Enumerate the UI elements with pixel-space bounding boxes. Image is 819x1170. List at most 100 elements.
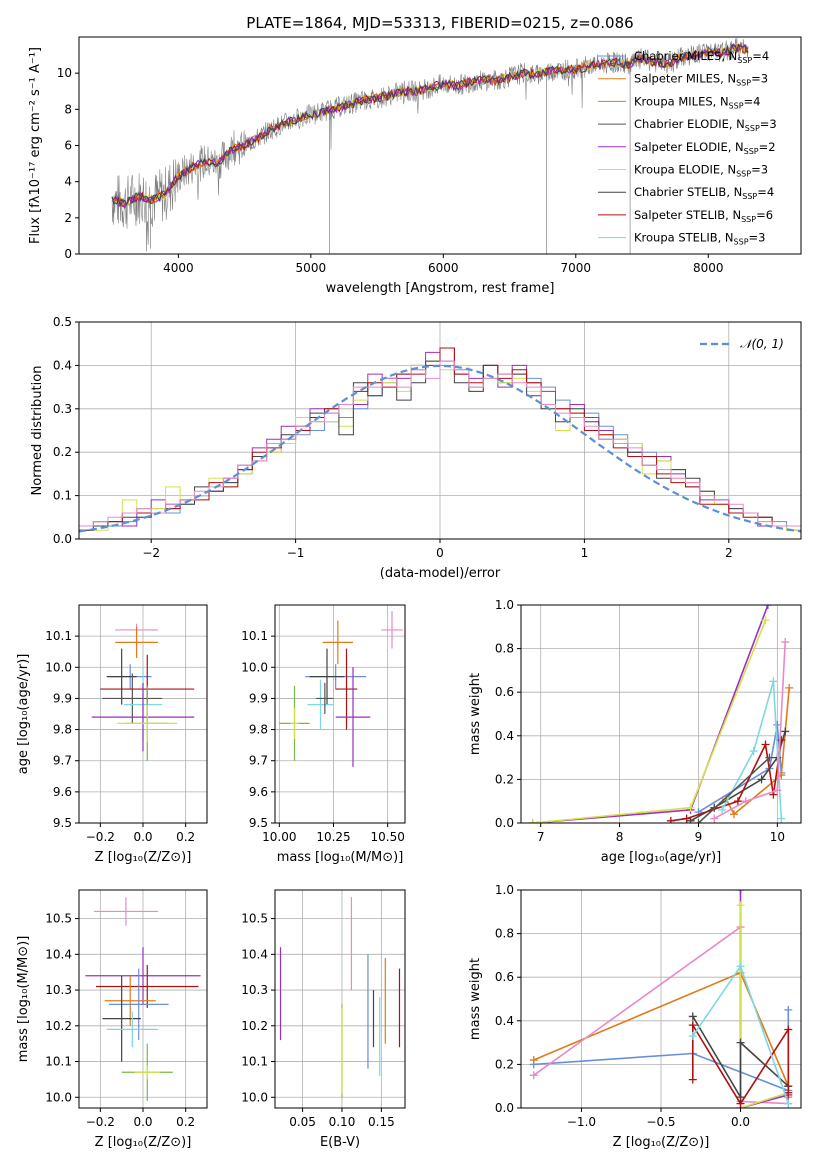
x-tick-label: 9: [695, 830, 703, 844]
y-tick-label: 0.2: [53, 445, 72, 459]
mass-weight-marker: [529, 1056, 538, 1065]
y-tick-label: 0.2: [495, 1057, 514, 1071]
mass-weight-marker: [761, 740, 770, 749]
mass-weight-marker: [769, 677, 778, 686]
x-tick-label: 0.15: [368, 1115, 395, 1129]
mass-weight-marker: [736, 962, 745, 971]
legend-tail: =4: [744, 94, 761, 108]
mass-weight-marker: [736, 1099, 745, 1108]
legend-subscript: SSP: [734, 238, 749, 247]
y-tick-label: 0.2: [495, 772, 514, 786]
y-tick-label: 0.6: [495, 970, 514, 984]
y-tick-label: 10.0: [45, 660, 72, 674]
mass-weight-marker: [773, 786, 782, 795]
x-tick-label: 5000: [296, 261, 327, 275]
legend-tail: =4: [757, 185, 774, 199]
massweight-vs-Z-plot-area: [529, 890, 793, 1108]
y-axis-label: mass [log₁₀(M/M⊙)]: [16, 936, 31, 1063]
legend-subscript: SSP: [745, 124, 760, 133]
mass-weight-marker: [784, 1088, 793, 1097]
y-axis-label: mass weight: [468, 673, 483, 755]
age-vs-mass-plot-area: [279, 611, 403, 767]
age-vs-Z-panel: −0.2 0.0 0.2 9.5 9.6 9.7 9.8 9.9 10.0 10.1 Z [log₁…: [16, 604, 208, 865]
mass-weight-marker: [757, 775, 766, 784]
legend-label: Kroupa MILES, N: [634, 94, 729, 108]
x-tick-label: −0.2: [86, 1115, 115, 1129]
x-tick-label: −0.5: [646, 1115, 675, 1129]
legend-entry: Chabrier MILES, NSSP=4: [634, 49, 769, 65]
x-tick-label: 6000: [428, 261, 459, 275]
y-tick-label: 0.0: [495, 816, 514, 830]
mass-weight-marker: [741, 797, 750, 806]
y-tick-label: 9.7: [249, 754, 268, 768]
x-tick-label: 10.25: [316, 830, 350, 844]
y-tick-label: 0.4: [495, 729, 514, 743]
y-axis-label: Flux [fλ10⁻¹⁷ erg cm⁻² s⁻¹ A⁻¹]: [28, 47, 43, 244]
mass-weight-marker: [529, 1071, 538, 1080]
mass-weight-marker: [777, 814, 786, 823]
x-tick-label: 10.50: [370, 830, 404, 844]
legend-entry: Kroupa STELIB, NSSP=3: [634, 231, 765, 247]
x-axis-label: Z [log₁₀(Z/Z⊙)]: [95, 1135, 192, 1150]
spectrum-plot-area: [111, 37, 749, 254]
model-spectrum-line: [111, 43, 749, 207]
legend-entry: Kroupa ELODIE, NSSP=3: [634, 163, 768, 179]
figure-title: PLATE=1864, MJD=53313, FIBERID=0215, z=0…: [246, 14, 633, 32]
y-axis-label: mass weight: [468, 958, 483, 1040]
y-tick-label: 9.8: [249, 723, 268, 737]
mass-weight-marker: [763, 605, 772, 609]
x-tick-label: 10.00: [262, 830, 296, 844]
y-tick-label: 10.0: [241, 1090, 268, 1104]
y-tick-label: 10.1: [45, 629, 72, 643]
massweight-vs-age-plot-area: [528, 605, 794, 823]
y-tick-label: 0.8: [495, 642, 514, 656]
x-tick-label: 0: [436, 546, 444, 560]
histogram-step-line: [79, 360, 801, 527]
y-tick-label: 1.0: [495, 598, 514, 612]
legend-tail: =3: [749, 231, 766, 245]
x-axis-label: age [log₁₀(age/yr)]: [601, 850, 722, 865]
y-tick-label: 0.0: [495, 1101, 514, 1115]
mass-vs-ebv-plot-area: [279, 897, 401, 1098]
y-tick-label: 0.5: [53, 315, 72, 329]
mass-weight-marker: [784, 1005, 793, 1014]
x-tick-label: 8: [616, 830, 624, 844]
x-tick-label: 0.2: [176, 1115, 195, 1129]
mass-weight-marker: [528, 819, 537, 823]
legend-entry: Chabrier STELIB, NSSP=4: [634, 185, 774, 201]
mass-weight-marker: [736, 901, 745, 910]
y-tick-label: 2: [64, 211, 72, 225]
y-tick-label: 9.5: [249, 816, 268, 830]
age-vs-Z-plot-area: [91, 623, 195, 761]
y-tick-label: 0.8: [495, 927, 514, 941]
mass-weight-marker: [666, 816, 675, 823]
y-tick-label: 10.1: [241, 629, 268, 643]
x-tick-label: −1: [287, 546, 305, 560]
y-tick-label: 10.4: [241, 947, 268, 961]
y-tick-label: 0.1: [53, 489, 72, 503]
y-tick-label: 10.1: [241, 1055, 268, 1069]
y-tick-label: 10.0: [241, 660, 268, 674]
mass-weight-marker: [686, 803, 695, 812]
x-tick-label: 0.0: [133, 1115, 152, 1129]
spectrum-panel: 4000 5000 6000 7000 8000 0 2 4 6 8 10 wavelength [A…: [28, 36, 802, 296]
mass-weight-line: [713, 642, 786, 820]
legend-tail: =3: [751, 72, 768, 86]
mass-weight-marker: [765, 753, 774, 762]
y-tick-label: 1.0: [495, 883, 514, 897]
legend-subscript: SSP: [742, 192, 757, 201]
x-axis-label: mass [log₁₀(M/M⊙)]: [277, 850, 404, 865]
y-tick-label: 9.5: [53, 816, 72, 830]
y-tick-label: 10.5: [45, 912, 72, 926]
y-tick-label: 0.3: [53, 402, 72, 416]
residuals-panel: −2 −1 0 1 2 0.0 0.1 0.2 0.3 0.4 0.5 (data-model)/er…: [30, 315, 802, 581]
x-axis-label: wavelength [Angstrom, rest frame]: [326, 281, 555, 296]
y-tick-label: 9.6: [53, 785, 72, 799]
y-tick-label: 0.0: [53, 532, 72, 546]
x-axis-label: Z [log₁₀(Z/Z⊙)]: [95, 850, 192, 865]
mass-weight-marker: [781, 727, 790, 736]
y-tick-label: 8: [64, 102, 72, 116]
y-tick-label: 10.5: [241, 912, 268, 926]
mass-weight-marker: [736, 890, 745, 894]
